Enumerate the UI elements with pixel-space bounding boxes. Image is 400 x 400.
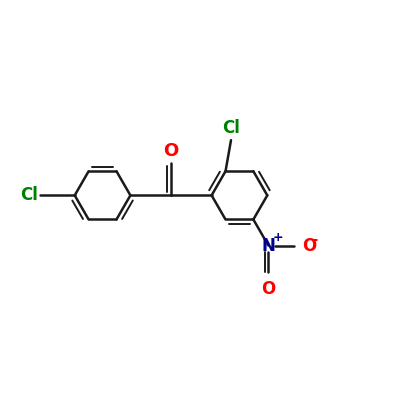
Text: O: O <box>302 236 316 254</box>
Text: Cl: Cl <box>222 119 240 137</box>
Text: N: N <box>262 236 275 254</box>
Text: O: O <box>261 280 276 298</box>
Text: Cl: Cl <box>20 186 38 204</box>
Text: -: - <box>311 232 317 246</box>
Text: O: O <box>163 142 178 160</box>
Text: +: + <box>272 231 283 244</box>
